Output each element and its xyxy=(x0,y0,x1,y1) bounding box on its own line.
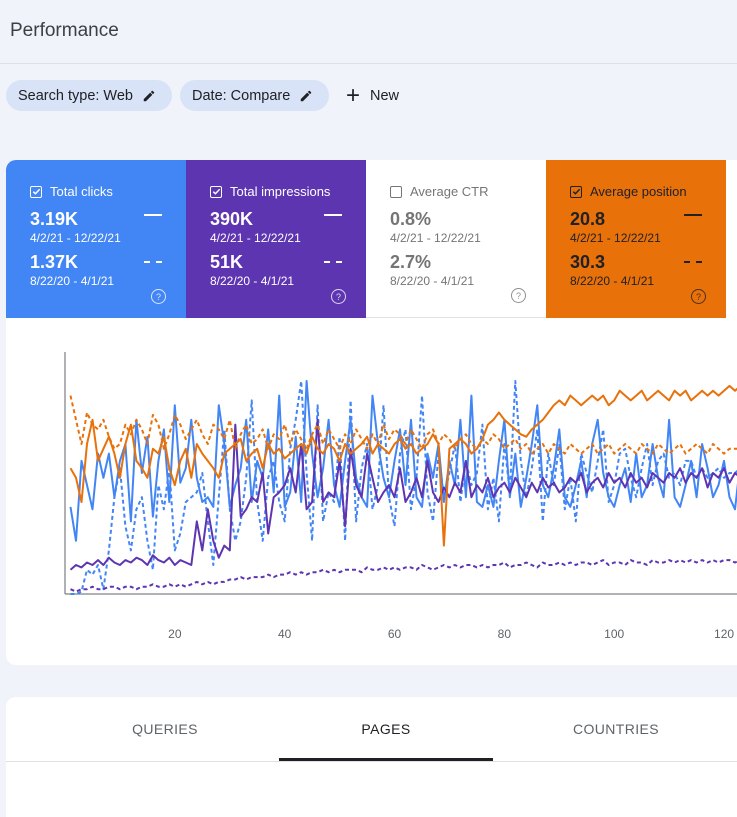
solid-line-legend-icon xyxy=(684,214,702,216)
metric-range: 4/2/21 - 12/22/21 xyxy=(30,231,186,245)
tab-countries[interactable]: COUNTRIES xyxy=(516,697,716,761)
tab-queries[interactable]: QUERIES xyxy=(66,697,264,761)
dashed-line-legend-icon xyxy=(144,261,162,263)
performance-line-chart[interactable]: 20 40 60 80 100 120 xyxy=(6,318,737,665)
series-line-3 xyxy=(71,560,737,592)
x-tick-label: 100 xyxy=(604,627,624,641)
performance-card: Total clicks 3.19K 4/2/21 - 12/22/21 1.3… xyxy=(6,160,737,665)
x-tick-label: 40 xyxy=(278,627,292,641)
plus-icon: + xyxy=(346,86,360,106)
title-divider xyxy=(0,63,737,64)
metric-compare-range: 8/22/20 - 4/1/21 xyxy=(30,274,186,288)
checkbox-checked-icon[interactable] xyxy=(210,186,222,198)
metric-total-impressions[interactable]: Total impressions 390K 4/2/21 - 12/22/21… xyxy=(186,160,366,318)
series-line-0 xyxy=(71,381,737,541)
metric-compare-value: 1.37K xyxy=(30,252,186,273)
solid-line-legend-icon xyxy=(144,214,162,216)
help-circle-icon[interactable]: ? xyxy=(691,289,706,304)
metric-compare-range: 8/22/20 - 4/1/21 xyxy=(390,274,546,288)
metric-average-ctr[interactable]: Average CTR 0.8% 4/2/21 - 12/22/21 2.7% … xyxy=(366,160,546,318)
page-title: Performance xyxy=(10,20,119,42)
metric-average-position[interactable]: Average position 20.8 4/2/21 - 12/22/21 … xyxy=(546,160,726,318)
dashed-line-legend-icon xyxy=(684,261,702,263)
new-filter-button[interactable]: + New xyxy=(346,82,399,109)
filter-chip-search-type[interactable]: Search type: Web xyxy=(6,80,172,111)
x-tick-label: 60 xyxy=(388,627,402,641)
checkbox-checked-icon[interactable] xyxy=(570,186,582,198)
metric-compare-range: 8/22/20 - 4/1/21 xyxy=(210,274,366,288)
solid-line-legend-icon xyxy=(324,214,342,216)
x-tick-label: 20 xyxy=(168,627,182,641)
dimension-tabs-panel: QUERIES PAGES COUNTRIES xyxy=(6,697,737,817)
filter-chip-label: Date: Compare xyxy=(192,88,290,104)
x-tick-label: 80 xyxy=(498,627,512,641)
filter-chip-label: Search type: Web xyxy=(18,88,133,104)
edit-pencil-icon xyxy=(299,89,313,103)
help-circle-icon[interactable]: ? xyxy=(511,288,526,303)
help-circle-icon[interactable]: ? xyxy=(151,289,166,304)
tabs-divider xyxy=(6,761,737,762)
checkbox-checked-icon[interactable] xyxy=(30,186,42,198)
metric-compare-value: 30.3 xyxy=(570,252,726,273)
tab-pages[interactable]: PAGES xyxy=(279,697,493,761)
metric-value: 390K xyxy=(210,209,366,230)
metric-title: Total impressions xyxy=(230,184,330,199)
metric-range: 4/2/21 - 12/22/21 xyxy=(210,231,366,245)
x-tick-label: 120 xyxy=(714,627,734,641)
metric-value: 0.8% xyxy=(390,209,546,230)
edit-pencil-icon xyxy=(142,89,156,103)
metric-range: 4/2/21 - 12/22/21 xyxy=(390,231,546,245)
metric-title: Total clicks xyxy=(50,184,113,199)
metric-value: 20.8 xyxy=(570,209,726,230)
metric-value: 3.19K xyxy=(30,209,186,230)
metric-title: Average CTR xyxy=(410,184,489,199)
metric-compare-value: 51K xyxy=(210,252,366,273)
metric-compare-value: 2.7% xyxy=(390,252,546,273)
dashed-line-legend-icon xyxy=(324,261,342,263)
checkbox-unchecked-icon[interactable] xyxy=(390,186,402,198)
metric-range: 4/2/21 - 12/22/21 xyxy=(570,231,726,245)
help-circle-icon[interactable]: ? xyxy=(331,289,346,304)
metric-compare-range: 8/22/20 - 4/1/21 xyxy=(570,274,726,288)
metric-title: Average position xyxy=(590,184,687,199)
metric-total-clicks[interactable]: Total clicks 3.19K 4/2/21 - 12/22/21 1.3… xyxy=(6,160,186,318)
filter-chip-date[interactable]: Date: Compare xyxy=(180,80,329,111)
new-filter-label: New xyxy=(370,88,399,104)
